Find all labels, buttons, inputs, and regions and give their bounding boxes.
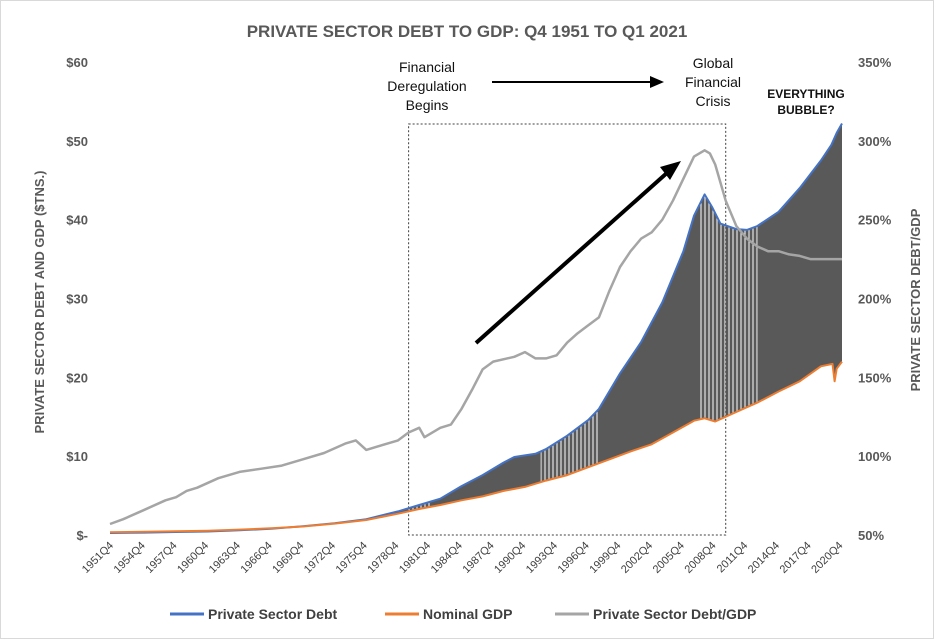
y-left-tick-label: $60 [66, 55, 88, 70]
y-left-tick-label: $20 [66, 370, 88, 385]
annotation-arrowhead-horizontal [650, 76, 664, 88]
annotation-arrow-diagonal [474, 170, 670, 345]
annotation-deregulation-line: Financial [399, 59, 455, 75]
y-left-tick-label: $30 [66, 292, 88, 307]
hatched-region-2 [540, 408, 599, 483]
annotation-financial-crisis-line: Financial [685, 74, 741, 90]
legend-debt-gdp-ratio-label: Private Sector Debt/GDP [593, 606, 756, 622]
y-left-tick-label: $50 [66, 134, 88, 149]
y-left-tick-label: $- [76, 528, 88, 543]
annotation-arrowhead-diagonal [660, 161, 681, 180]
annotation-financial-crisis: Global Financial Crisis [685, 55, 741, 109]
annotation-financial-crisis-line: Global [693, 55, 733, 71]
annotation-everything-bubble-line: EVERYTHING [767, 87, 845, 101]
y-left-tick-label: $10 [66, 449, 88, 464]
y-right-tick-label: 250% [858, 213, 892, 228]
debt-gdp-gap-area [110, 123, 842, 533]
y-right-tick-label: 150% [858, 370, 892, 385]
y-right-tick-label: 100% [858, 449, 892, 464]
y-axis-left-title: PRIVATE SECTOR DEBT AND GDP ($TNS.) [32, 171, 47, 434]
legend-nominal-gdp-label: Nominal GDP [423, 606, 512, 622]
y-right-tick-label: 350% [858, 55, 892, 70]
y-right-tick-label: 300% [858, 134, 892, 149]
y-right-tick-label: 200% [858, 292, 892, 307]
hatched-region-3 [699, 195, 758, 422]
y-left-tick-label: $40 [66, 213, 88, 228]
annotation-everything-bubble: EVERYTHING BUBBLE? [767, 87, 845, 117]
annotation-financial-crisis-line: Crisis [696, 93, 731, 109]
legend-private-sector-debt-label: Private Sector Debt [208, 606, 337, 622]
chart-title: PRIVATE SECTOR DEBT TO GDP: Q4 1951 TO Q… [247, 22, 688, 41]
annotation-deregulation-line: Deregulation [387, 78, 466, 94]
nominal-gdp-line [109, 361, 843, 534]
annotation-deregulation-line: Begins [406, 97, 449, 113]
debt-to-gdp-ratio-line [109, 149, 842, 526]
y-right-tick-label: 50% [858, 528, 884, 543]
annotation-deregulation: Financial Deregulation Begins [387, 59, 466, 113]
y-axis-right-title: PRIVATE SECTOR DEBT/GDP [908, 208, 923, 391]
annotation-everything-bubble-line: BUBBLE? [777, 103, 834, 117]
